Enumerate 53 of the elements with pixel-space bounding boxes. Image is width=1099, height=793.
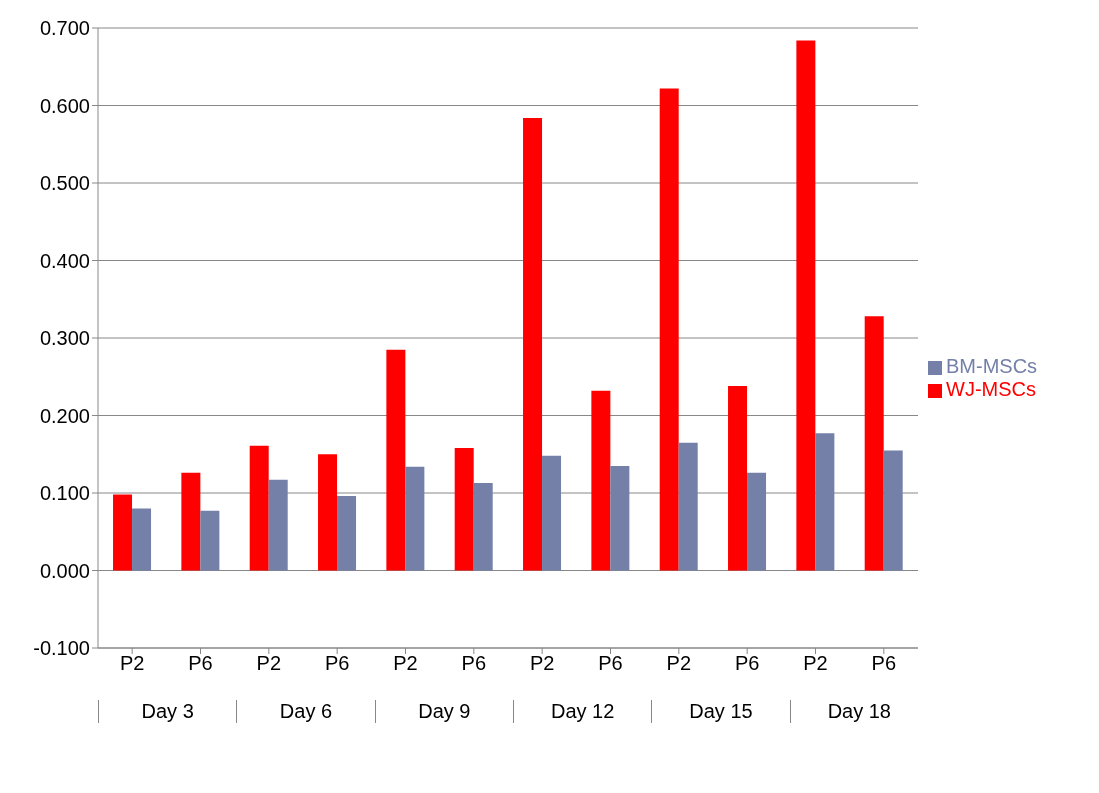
- y-tick-label: 0.400: [39, 249, 90, 272]
- text: Day 9: [374, 700, 513, 723]
- bar: [113, 494, 133, 571]
- bar: [132, 508, 152, 571]
- x-tick-label: P2: [529, 652, 555, 675]
- bar: [337, 496, 357, 571]
- bar: [747, 472, 767, 571]
- y-tick-label: 0.600: [39, 94, 90, 117]
- text: Day 12: [513, 700, 652, 723]
- y-tick-label: 0.100: [39, 482, 90, 505]
- text: Day 15: [651, 700, 790, 723]
- bar: [249, 445, 269, 571]
- bar: [405, 466, 425, 571]
- bar: [796, 40, 816, 571]
- x-tick-label: P6: [188, 652, 213, 675]
- legend-label: BM-MSCs: [946, 355, 1038, 377]
- bar: [200, 510, 220, 571]
- bar: [523, 117, 543, 571]
- bar: [610, 465, 630, 571]
- text: Day 3: [98, 700, 237, 723]
- x-tick-label: P6: [871, 652, 897, 675]
- x-tick-label: P2: [803, 652, 828, 675]
- x-tick-label: P6: [734, 652, 760, 675]
- bar: [883, 450, 903, 571]
- x-tick-label: P6: [324, 652, 350, 675]
- bar: [659, 88, 679, 571]
- text: Day 6: [236, 700, 375, 723]
- x-tick-label: P2: [393, 652, 418, 675]
- y-tick-label: 0.200: [39, 404, 90, 427]
- y-tick-label: -0.100: [33, 637, 90, 660]
- bar: [815, 433, 835, 571]
- bar: [318, 454, 338, 571]
- y-tick-label: 0.500: [39, 172, 90, 195]
- x-tick-label: P6: [598, 652, 623, 675]
- x-tick-label: P2: [119, 652, 145, 675]
- bar: [454, 448, 474, 571]
- y-tick-label: 0.300: [39, 327, 90, 350]
- legend-label: WJ-MSCs: [946, 378, 1036, 400]
- bar: [591, 390, 611, 571]
- bar: [678, 442, 698, 571]
- x-tick-label: P6: [461, 652, 487, 675]
- y-tick-label: 0.000: [39, 559, 90, 582]
- y-tick-label: 0.700: [39, 17, 90, 40]
- bar: [473, 482, 493, 571]
- text: Day 18: [789, 700, 928, 723]
- x-tick-label: P2: [256, 652, 282, 675]
- bar: [181, 472, 201, 571]
- bar: [268, 479, 288, 571]
- bar: [386, 349, 406, 571]
- bar: [542, 455, 562, 571]
- bar: [864, 316, 884, 571]
- x-tick-label: P2: [666, 652, 692, 675]
- bar: [728, 386, 748, 571]
